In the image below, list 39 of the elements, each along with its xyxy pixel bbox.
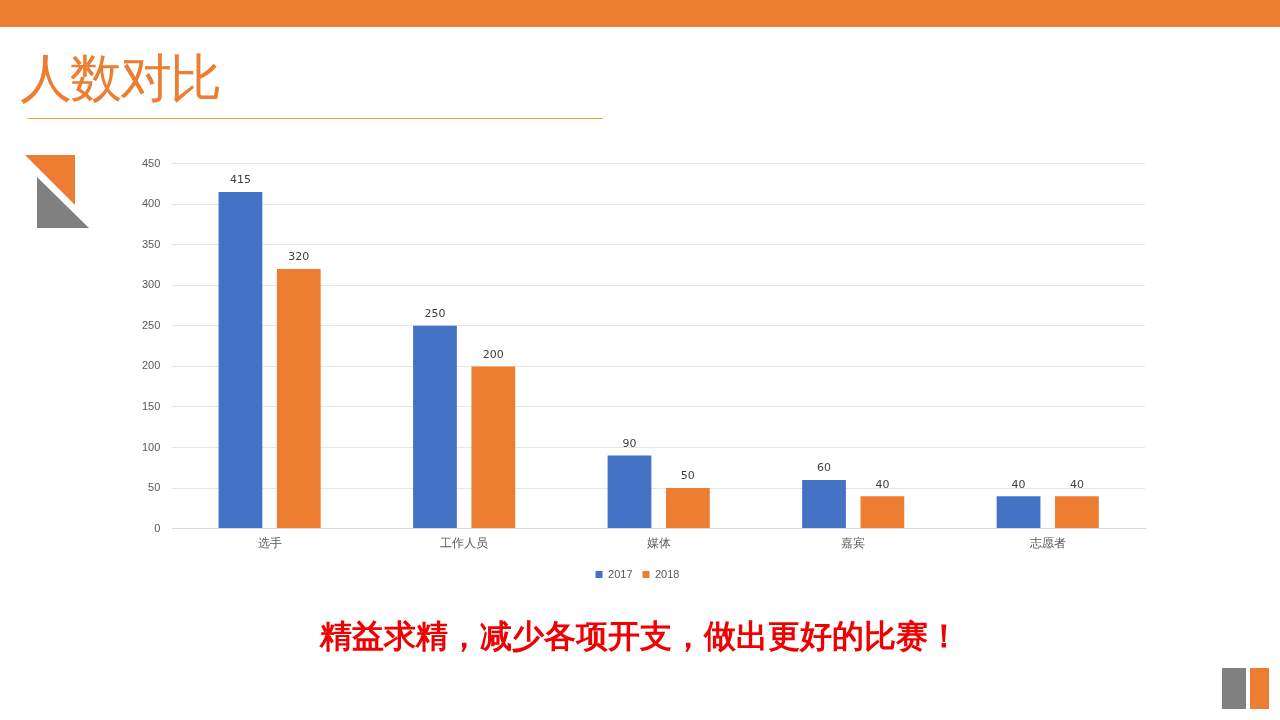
y-tick-label: 300 [141,278,161,291]
x-tick-label: 选手 [257,536,282,551]
data-label: 250 [424,307,446,321]
data-label: 40 [1069,477,1084,491]
text: 精益求精，减少各项开支，做出更好的比赛！ [318,616,961,657]
bar [665,488,710,529]
data-label: 40 [1011,477,1026,491]
y-tick-label: 400 [141,197,161,210]
y-tick-label: 450 [141,156,161,169]
data-label: 40 [875,477,890,491]
bar [996,496,1041,529]
y-tick-label: 250 [141,318,161,331]
bar [802,479,846,529]
y-tick-label: 50 [148,481,161,494]
legend-label: 2017 [608,567,633,580]
bar [471,366,516,529]
bar [607,455,652,529]
legend-label: 2018 [655,567,680,580]
data-label: 415 [229,173,251,187]
data-label: 50 [680,469,695,483]
bar [218,191,263,529]
data-label: 200 [482,347,504,361]
data-label: 60 [817,461,832,475]
bar [276,269,321,529]
x-tick-label: 嘉宾 [841,536,866,551]
y-tick-label: 0 [154,521,161,534]
y-tick-label: 100 [141,440,161,453]
data-label: 90 [622,436,637,450]
x-tick-label: 媒体 [646,536,671,551]
bar [413,325,457,529]
chart-title: 人数对比 [20,47,220,110]
y-tick-label: 200 [141,359,161,372]
x-tick-label: 工作人员 [440,536,489,551]
bar [1055,496,1099,529]
data-label: 320 [288,250,310,264]
bar [860,496,905,529]
y-tick-label: 150 [141,399,161,412]
x-tick-label: 志愿者 [1029,536,1066,551]
y-tick-label: 350 [141,237,161,250]
